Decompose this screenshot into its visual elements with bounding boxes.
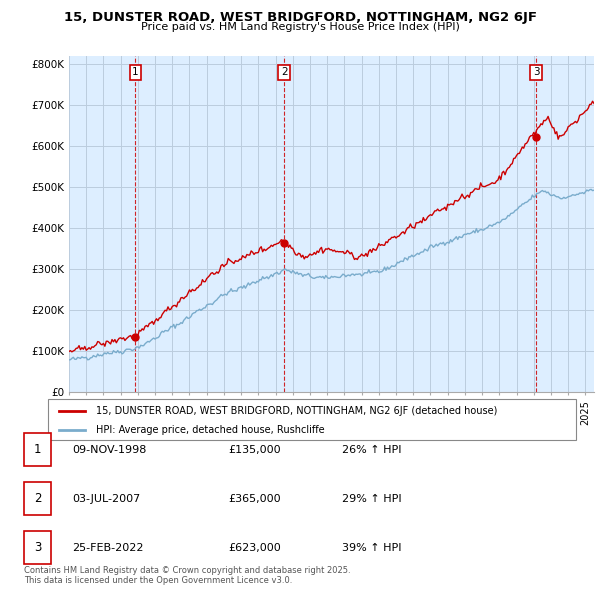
Text: 1: 1 <box>34 443 41 456</box>
Text: 25-FEB-2022: 25-FEB-2022 <box>72 543 143 552</box>
Text: 2: 2 <box>281 67 287 77</box>
Text: £623,000: £623,000 <box>228 543 281 552</box>
Text: 3: 3 <box>34 541 41 554</box>
Text: 2: 2 <box>34 492 41 505</box>
FancyBboxPatch shape <box>48 399 576 440</box>
Text: 09-NOV-1998: 09-NOV-1998 <box>72 445 146 454</box>
Text: Price paid vs. HM Land Registry's House Price Index (HPI): Price paid vs. HM Land Registry's House … <box>140 22 460 32</box>
Text: 29% ↑ HPI: 29% ↑ HPI <box>342 494 401 503</box>
Text: £365,000: £365,000 <box>228 494 281 503</box>
Text: 15, DUNSTER ROAD, WEST BRIDGFORD, NOTTINGHAM, NG2 6JF: 15, DUNSTER ROAD, WEST BRIDGFORD, NOTTIN… <box>64 11 536 24</box>
Text: 15, DUNSTER ROAD, WEST BRIDGFORD, NOTTINGHAM, NG2 6JF (detached house): 15, DUNSTER ROAD, WEST BRIDGFORD, NOTTIN… <box>95 406 497 416</box>
Text: 1: 1 <box>132 67 139 77</box>
Text: £135,000: £135,000 <box>228 445 281 454</box>
Text: HPI: Average price, detached house, Rushcliffe: HPI: Average price, detached house, Rush… <box>95 425 324 434</box>
Text: 26% ↑ HPI: 26% ↑ HPI <box>342 445 401 454</box>
Text: 3: 3 <box>533 67 539 77</box>
Text: Contains HM Land Registry data © Crown copyright and database right 2025.
This d: Contains HM Land Registry data © Crown c… <box>24 566 350 585</box>
Text: 39% ↑ HPI: 39% ↑ HPI <box>342 543 401 552</box>
Text: 03-JUL-2007: 03-JUL-2007 <box>72 494 140 503</box>
